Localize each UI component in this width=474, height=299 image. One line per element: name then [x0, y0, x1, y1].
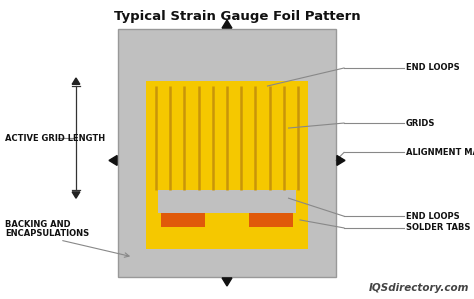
- Bar: [161, 213, 205, 227]
- Polygon shape: [72, 78, 80, 84]
- Bar: [248, 213, 293, 227]
- Text: SOLDER TABS: SOLDER TABS: [406, 223, 470, 232]
- Bar: [212, 213, 242, 249]
- Text: END LOOPS: END LOOPS: [406, 63, 460, 72]
- Polygon shape: [222, 278, 232, 286]
- Text: Typical Strain Gauge Foil Pattern: Typical Strain Gauge Foil Pattern: [114, 10, 360, 23]
- Bar: [118, 29, 336, 277]
- Text: END LOOPS: END LOOPS: [406, 212, 460, 221]
- Polygon shape: [222, 20, 232, 28]
- Text: ENCAPSULATIONS: ENCAPSULATIONS: [5, 229, 89, 238]
- Bar: [158, 190, 296, 219]
- Text: ACTIVE GRID LENGTH: ACTIVE GRID LENGTH: [5, 134, 105, 143]
- Polygon shape: [337, 155, 345, 165]
- Bar: [158, 213, 296, 225]
- Polygon shape: [109, 155, 117, 165]
- Text: IQSdirectory.com: IQSdirectory.com: [369, 283, 469, 293]
- Text: ALIGNMENT MARKS: ALIGNMENT MARKS: [406, 148, 474, 157]
- Text: GRIDS: GRIDS: [406, 118, 436, 128]
- Bar: [146, 81, 308, 249]
- Text: BACKING AND: BACKING AND: [5, 220, 71, 229]
- Polygon shape: [72, 192, 80, 198]
